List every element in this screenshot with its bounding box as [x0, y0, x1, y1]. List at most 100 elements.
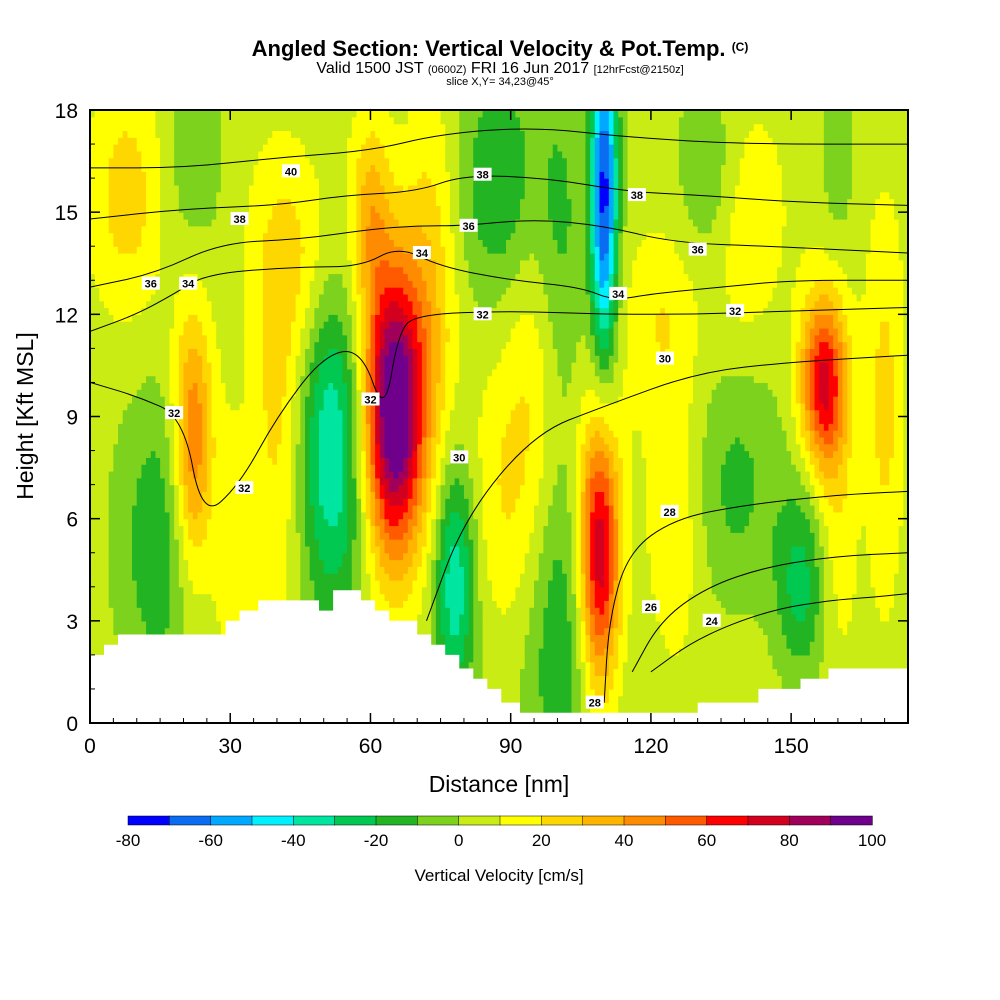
field-cell: [104, 389, 109, 396]
field-cell: [328, 246, 333, 253]
field-cell: [300, 362, 305, 369]
field-cell: [277, 192, 282, 199]
field-cell: [272, 512, 277, 519]
field-cell: [193, 246, 198, 253]
field-cell: [305, 594, 310, 601]
field-cell: [338, 485, 343, 492]
field-cell: [286, 137, 291, 144]
field-cell: [221, 219, 226, 226]
field-cell: [286, 199, 291, 206]
field-cell: [169, 314, 174, 321]
field-cell: [169, 144, 174, 151]
field-cell: [324, 294, 329, 301]
field-cell: [137, 457, 142, 464]
field-cell: [249, 301, 254, 308]
field-cell: [342, 519, 347, 526]
field-cell: [254, 546, 259, 553]
field-cell: [226, 205, 231, 212]
field-cell: [342, 437, 347, 444]
field-cell: [282, 287, 287, 294]
field-cell: [244, 389, 249, 396]
field-cell: [118, 491, 123, 498]
field-cell: [244, 403, 249, 410]
field-cell: [95, 158, 100, 165]
field-cell: [300, 471, 305, 478]
field-cell: [127, 280, 132, 287]
field-cell: [99, 205, 104, 212]
field-cell: [188, 158, 193, 165]
field-cell: [212, 246, 217, 253]
field-cell: [141, 178, 146, 185]
field-cell: [230, 532, 235, 539]
field-cell: [137, 348, 142, 355]
field-cell: [305, 158, 310, 165]
field-cell: [305, 219, 310, 226]
field-cell: [328, 158, 333, 165]
field-cell: [198, 178, 203, 185]
field-cell: [240, 600, 245, 607]
field-cell: [254, 410, 259, 417]
field-cell: [188, 226, 193, 233]
field-cell: [151, 192, 156, 199]
field-cell: [254, 158, 259, 165]
field-cell: [310, 301, 315, 308]
field-cell: [155, 369, 160, 376]
field-cell: [141, 580, 146, 587]
field-cell: [202, 124, 207, 131]
field-cell: [254, 294, 259, 301]
field-cell: [141, 144, 146, 151]
field-cell: [328, 233, 333, 240]
field-cell: [174, 464, 179, 471]
field-cell: [160, 573, 165, 580]
field-cell: [137, 355, 142, 362]
field-cell: [179, 321, 184, 328]
field-cell: [146, 464, 151, 471]
field-cell: [169, 451, 174, 458]
field-cell: [328, 205, 333, 212]
field-cell: [95, 580, 100, 587]
field-cell: [254, 219, 259, 226]
field-cell: [193, 505, 198, 512]
field-cell: [333, 485, 338, 492]
field-cell: [151, 369, 156, 376]
field-cell: [272, 389, 277, 396]
field-cell: [305, 355, 310, 362]
field-cell: [342, 532, 347, 539]
field-cell: [272, 205, 277, 212]
field-cell: [109, 505, 114, 512]
field-cell: [198, 260, 203, 267]
field-cell: [333, 362, 338, 369]
field-cell: [342, 362, 347, 369]
field-cell: [113, 580, 118, 587]
field-cell: [212, 451, 217, 458]
field-cell: [235, 580, 240, 587]
field-cell: [207, 464, 212, 471]
field-cell: [244, 355, 249, 362]
field-cell: [286, 130, 291, 137]
field-cell: [338, 512, 343, 519]
field-cell: [338, 478, 343, 485]
field-cell: [333, 444, 338, 451]
field-cell: [99, 253, 104, 260]
field-cell: [291, 117, 296, 124]
field-cell: [160, 192, 165, 199]
field-cell: [333, 478, 338, 485]
field-cell: [300, 560, 305, 567]
field-cell: [268, 362, 273, 369]
field-cell: [286, 321, 291, 328]
field-cell: [258, 294, 263, 301]
field-cell: [141, 600, 146, 607]
field-cell: [95, 430, 100, 437]
field-cell: [113, 471, 118, 478]
field-cell: [118, 151, 123, 158]
field-cell: [221, 130, 226, 137]
field-cell: [272, 342, 277, 349]
field-cell: [151, 212, 156, 219]
field-cell: [342, 560, 347, 567]
field-cell: [235, 539, 240, 546]
field-cell: [155, 226, 160, 233]
field-cell: [282, 219, 287, 226]
field-cell: [305, 342, 310, 349]
field-cell: [324, 287, 329, 294]
field-cell: [183, 539, 188, 546]
